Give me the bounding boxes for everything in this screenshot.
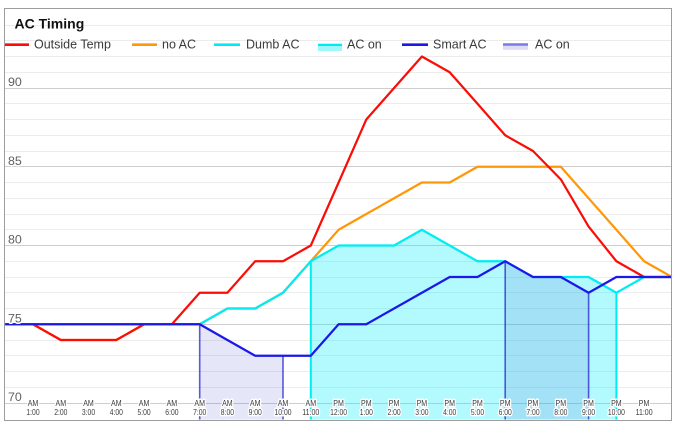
svg-text:AM: AM — [56, 398, 67, 408]
svg-text:4:00: 4:00 — [443, 407, 456, 417]
svg-text:PM: PM — [583, 398, 594, 408]
svg-text:PM: PM — [611, 398, 622, 408]
svg-text:2:00: 2:00 — [54, 407, 67, 417]
svg-text:3:00: 3:00 — [415, 407, 428, 417]
svg-text:8:00: 8:00 — [221, 407, 234, 417]
svg-text:2:00: 2:00 — [388, 407, 401, 417]
svg-text:AM: AM — [111, 398, 122, 408]
svg-text:PM: PM — [472, 398, 483, 408]
svg-text:PM: PM — [361, 398, 372, 408]
svg-text:AM: AM — [194, 398, 205, 408]
svg-text:no AC: no AC — [162, 37, 196, 51]
svg-text:9:00: 9:00 — [582, 407, 595, 417]
svg-text:AM: AM — [278, 398, 289, 408]
svg-text:AC on: AC on — [347, 37, 382, 51]
svg-text:PM: PM — [389, 398, 400, 408]
svg-text:PM: PM — [417, 398, 428, 408]
svg-text:PM: PM — [556, 398, 567, 408]
svg-text:PM: PM — [500, 398, 511, 408]
svg-text:7:00: 7:00 — [526, 407, 539, 417]
svg-text:5:00: 5:00 — [471, 407, 484, 417]
svg-text:1:00: 1:00 — [360, 407, 373, 417]
svg-text:AM: AM — [222, 398, 233, 408]
svg-text:Dumb AC: Dumb AC — [246, 37, 300, 51]
svg-text:AC Timing: AC Timing — [15, 15, 85, 31]
svg-text:80: 80 — [8, 233, 22, 247]
svg-text:8:00: 8:00 — [554, 407, 567, 417]
svg-text:70: 70 — [8, 390, 22, 404]
svg-text:AM: AM — [28, 398, 39, 408]
svg-text:11:00: 11:00 — [636, 407, 653, 417]
svg-text:10:00: 10:00 — [608, 407, 625, 417]
svg-text:AM: AM — [139, 398, 150, 408]
svg-text:1:00: 1:00 — [26, 407, 39, 417]
svg-text:AM: AM — [167, 398, 178, 408]
svg-text:4:00: 4:00 — [110, 407, 123, 417]
svg-text:Outside Temp: Outside Temp — [34, 37, 111, 51]
svg-text:6:00: 6:00 — [165, 407, 178, 417]
svg-text:PM: PM — [528, 398, 539, 408]
svg-text:12:00: 12:00 — [330, 407, 347, 417]
svg-text:75: 75 — [8, 311, 22, 325]
svg-text:5:00: 5:00 — [138, 407, 151, 417]
svg-text:11:00: 11:00 — [302, 407, 319, 417]
svg-text:PM: PM — [639, 398, 650, 408]
svg-text:AM: AM — [306, 398, 317, 408]
svg-text:AM: AM — [83, 398, 94, 408]
svg-text:AC on: AC on — [535, 37, 570, 51]
svg-text:PM: PM — [444, 398, 455, 408]
svg-text:9:00: 9:00 — [249, 407, 262, 417]
svg-text:3:00: 3:00 — [82, 407, 95, 417]
svg-text:10:00: 10:00 — [275, 407, 292, 417]
svg-text:Smart AC: Smart AC — [433, 37, 487, 51]
svg-text:85: 85 — [8, 154, 22, 168]
svg-text:6:00: 6:00 — [499, 407, 512, 417]
svg-text:AM: AM — [250, 398, 261, 408]
svg-text:PM: PM — [333, 398, 344, 408]
svg-text:7:00: 7:00 — [193, 407, 206, 417]
svg-text:90: 90 — [8, 75, 22, 89]
